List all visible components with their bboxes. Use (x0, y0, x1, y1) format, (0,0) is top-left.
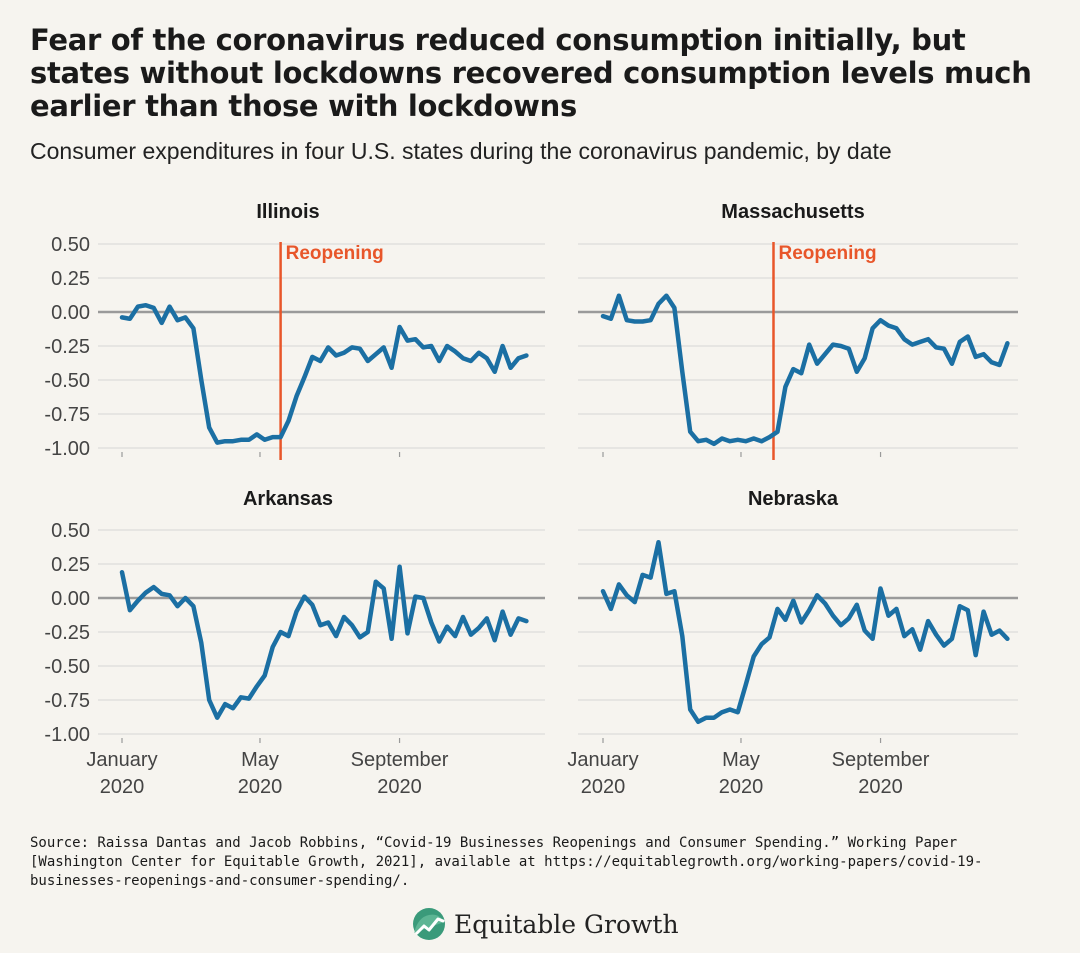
panel-title-nebraska: Nebraska (748, 488, 839, 510)
x-tick-label: 2020 (238, 776, 283, 798)
chart-title: Fear of the coronavirus reduced consumpt… (30, 23, 1032, 123)
equitable-growth-logo: Equitable Growth (412, 904, 679, 944)
y-tick-label: 0.25 (51, 268, 90, 290)
series-line-massachusetts (600, 293, 1010, 447)
y-tick-label: -1.00 (44, 438, 90, 460)
y-tick-label: 0.00 (51, 302, 90, 324)
y-tick-label: -0.25 (44, 622, 90, 644)
x-tick-label: 2020 (858, 776, 903, 798)
y-tick-label: 0.50 (51, 520, 90, 542)
reopening-label: Reopening (286, 243, 384, 264)
panel-title-massachusetts: Massachusetts (721, 201, 864, 223)
series-line-illinois (119, 302, 529, 445)
panel-title-illinois: Illinois (256, 201, 319, 223)
x-tick-label: 2020 (100, 776, 145, 798)
y-tick-label: -0.75 (44, 690, 90, 712)
y-tick-label: 0.00 (51, 588, 90, 610)
series-line-arkansas (119, 564, 529, 720)
y-tick-label: -0.75 (44, 404, 90, 426)
y-tick-label: -0.50 (44, 370, 90, 392)
y-tick-label: 0.25 (51, 554, 90, 576)
x-tick-label: 2020 (377, 776, 422, 798)
logo-text: Equitable Growth (454, 909, 679, 939)
y-tick-label: -0.50 (44, 656, 90, 678)
chart-subtitle: Consumer expenditures in four U.S. state… (30, 138, 892, 164)
reopening-label: Reopening (778, 243, 876, 264)
x-tick-label: 2020 (719, 776, 764, 798)
x-tick-label: May (722, 749, 760, 771)
x-tick-label: September (832, 749, 930, 771)
x-tick-label: January (86, 749, 157, 771)
x-tick-label: January (567, 749, 638, 771)
y-tick-label: -1.00 (44, 724, 90, 746)
x-tick-label: May (241, 749, 279, 771)
equitable-growth-logo-icon (413, 908, 445, 940)
series-line-nebraska (600, 539, 1010, 725)
panel-title-arkansas: Arkansas (243, 488, 333, 510)
x-tick-label: September (351, 749, 449, 771)
x-tick-label: 2020 (581, 776, 626, 798)
y-tick-label: 0.50 (51, 234, 90, 256)
y-tick-label: -0.25 (44, 336, 90, 358)
source-note: Source: Raissa Dantas and Jacob Robbins,… (30, 835, 983, 889)
